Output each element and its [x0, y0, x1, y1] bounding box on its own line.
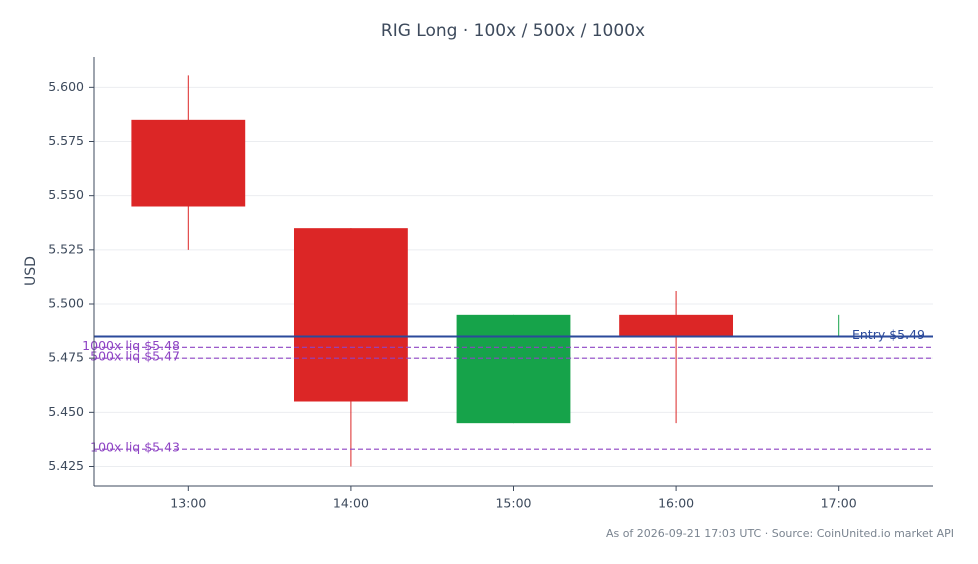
y-tick-label: 5.550 — [48, 187, 84, 202]
x-tick-label: 16:00 — [658, 496, 694, 511]
reference-label: Entry $5.49 — [852, 327, 925, 342]
y-tick-label: 5.600 — [48, 79, 84, 94]
x-tick-label: 14:00 — [333, 496, 369, 511]
y-axis-label: USD — [23, 256, 39, 286]
y-tick-label: 5.425 — [48, 458, 84, 473]
y-tick-label: 5.500 — [48, 296, 84, 311]
y-tick-label: 5.450 — [48, 404, 84, 419]
candle-body — [456, 314, 571, 424]
chart-title: RIG Long · 100x / 500x / 1000x — [381, 21, 645, 41]
candle-body — [131, 119, 246, 207]
y-tick-label: 5.525 — [48, 241, 84, 256]
footer: As of 2026-09-21 17:03 UTC · Source: Coi… — [606, 527, 954, 540]
reference-label: 500x liq $5.47 — [90, 349, 180, 364]
x-tick-label: 15:00 — [495, 496, 531, 511]
y-tick-label: 5.475 — [48, 350, 84, 365]
x-tick-label: 17:00 — [821, 496, 857, 511]
x-tick-label: 13:00 — [170, 496, 206, 511]
reference-label: 1000x liq $5.48 — [82, 338, 180, 353]
candle-body — [293, 228, 408, 402]
y-tick-label: 5.575 — [48, 133, 84, 148]
reference-label: 100x liq $5.43 — [90, 440, 180, 455]
candle-body — [619, 314, 734, 337]
